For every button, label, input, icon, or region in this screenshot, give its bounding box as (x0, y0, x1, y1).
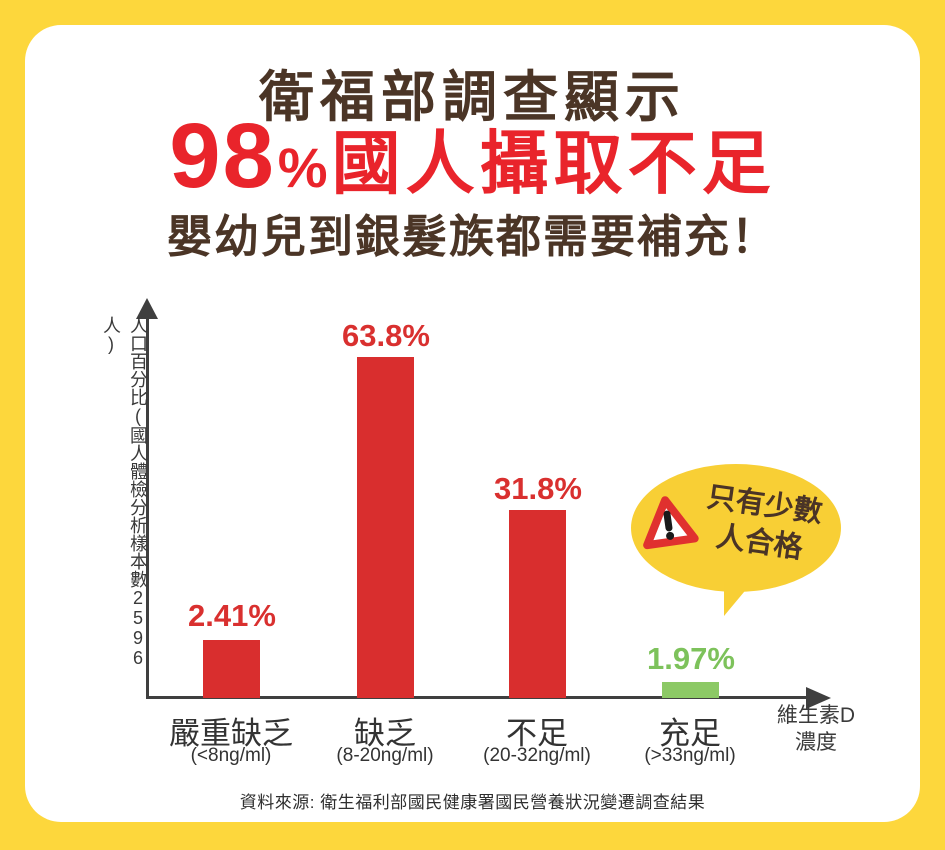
x-axis-line (146, 696, 806, 699)
category-label-insufficient: 不足 (506, 716, 568, 751)
content-panel (25, 25, 920, 822)
category-label-deficiency: 缺乏 (354, 716, 416, 751)
bar-sufficient (662, 682, 719, 698)
headline-percent-sign: % (277, 136, 328, 199)
y-axis-label: 人口百分比(國人體檢分析樣本數2596人) (101, 316, 148, 668)
y-axis-line (146, 316, 149, 698)
x-axis-label-line2: 濃度 (795, 731, 837, 754)
source-note: 資料來源: 衛生福利部國民健康署國民營養狀況變遷調查結果 (239, 793, 706, 812)
headline: 98% 國人攝取不足 (0, 104, 945, 209)
bar-severe-deficiency (203, 640, 260, 698)
range-label-deficiency: (8-20ng/ml) (336, 745, 434, 766)
range-label-insufficient: (20-32ng/ml) (483, 745, 591, 766)
y-axis-arrow-icon (136, 298, 158, 319)
bar-insufficient (509, 510, 566, 698)
category-label-severe-deficiency: 嚴重缺乏 (169, 716, 293, 751)
value-label-insufficient: 31.8% (494, 471, 582, 506)
value-label-sufficient: 1.97% (647, 641, 735, 676)
value-label-severe-deficiency: 2.41% (188, 598, 276, 633)
category-label-sufficient: 充足 (659, 716, 721, 751)
value-label-deficiency: 63.8% (342, 318, 430, 353)
headline-text: 國人攝取不足 (331, 125, 776, 202)
x-axis-label-line1: 維生素D (776, 704, 856, 727)
range-label-sufficient: (>33ng/ml) (644, 745, 736, 766)
callout-bubble-tail (724, 580, 754, 616)
subtitle: 嬰幼兒到銀髮族都需要補充！ (166, 211, 778, 262)
x-axis-arrow-icon (806, 687, 831, 709)
range-label-severe-deficiency: (<8ng/ml) (190, 745, 272, 766)
headline-number: 98 (169, 105, 276, 207)
page-title: 衛福部調查顯示 (258, 66, 686, 128)
bar-deficiency (357, 357, 414, 698)
x-axis-label: 維生素D 濃度 (760, 702, 872, 756)
warning-triangle-icon (643, 496, 699, 550)
